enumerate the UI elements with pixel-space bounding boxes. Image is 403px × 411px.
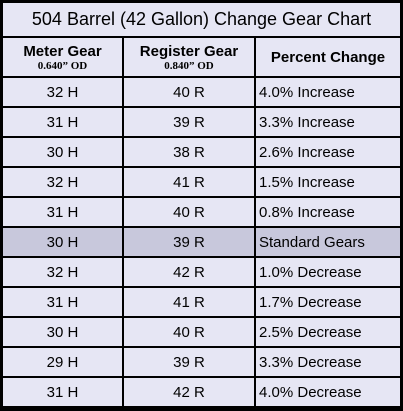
- register-gear-cell: 41 R: [124, 168, 254, 196]
- percent-change-cell: 4.0% Decrease: [256, 378, 400, 406]
- meter-gear-cell: 31 H: [3, 198, 122, 226]
- register-gear-cell: 38 R: [124, 138, 254, 166]
- table-grid: Meter Gear 0.640” OD Register Gear 0.840…: [3, 38, 400, 406]
- register-gear-cell: 39 R: [124, 228, 254, 256]
- percent-change-cell: 4.0% Increase: [256, 78, 400, 106]
- register-gear-cell: 39 R: [124, 348, 254, 376]
- percent-change-cell: 0.8% Increase: [256, 198, 400, 226]
- header-percent-change-label: Percent Change: [270, 48, 386, 66]
- meter-gear-cell: 31 H: [3, 378, 122, 406]
- register-gear-cell: 42 R: [124, 378, 254, 406]
- percent-change-cell: 3.3% Increase: [256, 108, 400, 136]
- percent-change-cell: 2.5% Decrease: [256, 318, 400, 346]
- register-gear-cell: 42 R: [124, 258, 254, 286]
- header-register-gear-od: 0.840” OD: [164, 59, 214, 72]
- meter-gear-cell: 31 H: [3, 288, 122, 316]
- header-meter-gear-label: Meter Gear: [23, 42, 102, 60]
- register-gear-cell: 40 R: [124, 78, 254, 106]
- meter-gear-cell: 30 H: [3, 318, 122, 346]
- register-gear-cell: 40 R: [124, 198, 254, 226]
- register-gear-cell: 41 R: [124, 288, 254, 316]
- meter-gear-cell: 32 H: [3, 168, 122, 196]
- meter-gear-cell: 32 H: [3, 78, 122, 106]
- chart-title: 504 Barrel (42 Gallon) Change Gear Chart: [3, 3, 400, 36]
- header-meter-gear: Meter Gear 0.640” OD: [3, 38, 122, 76]
- header-register-gear: Register Gear 0.840” OD: [124, 38, 254, 76]
- percent-change-cell: 1.0% Decrease: [256, 258, 400, 286]
- meter-gear-cell: 29 H: [3, 348, 122, 376]
- percent-change-cell: 2.6% Increase: [256, 138, 400, 166]
- meter-gear-cell: 31 H: [3, 108, 122, 136]
- header-meter-gear-od: 0.640” OD: [37, 59, 88, 72]
- header-register-gear-label: Register Gear: [139, 42, 239, 60]
- register-gear-cell: 39 R: [124, 108, 254, 136]
- meter-gear-cell: 30 H: [3, 138, 122, 166]
- percent-change-cell: 1.7% Decrease: [256, 288, 400, 316]
- percent-change-cell: 1.5% Increase: [256, 168, 400, 196]
- register-gear-cell: 40 R: [124, 318, 254, 346]
- percent-change-cell: 3.3% Decrease: [256, 348, 400, 376]
- meter-gear-cell: 32 H: [3, 258, 122, 286]
- meter-gear-cell: 30 H: [3, 228, 122, 256]
- header-percent-change: Percent Change: [256, 38, 400, 76]
- percent-change-cell: Standard Gears: [256, 228, 400, 256]
